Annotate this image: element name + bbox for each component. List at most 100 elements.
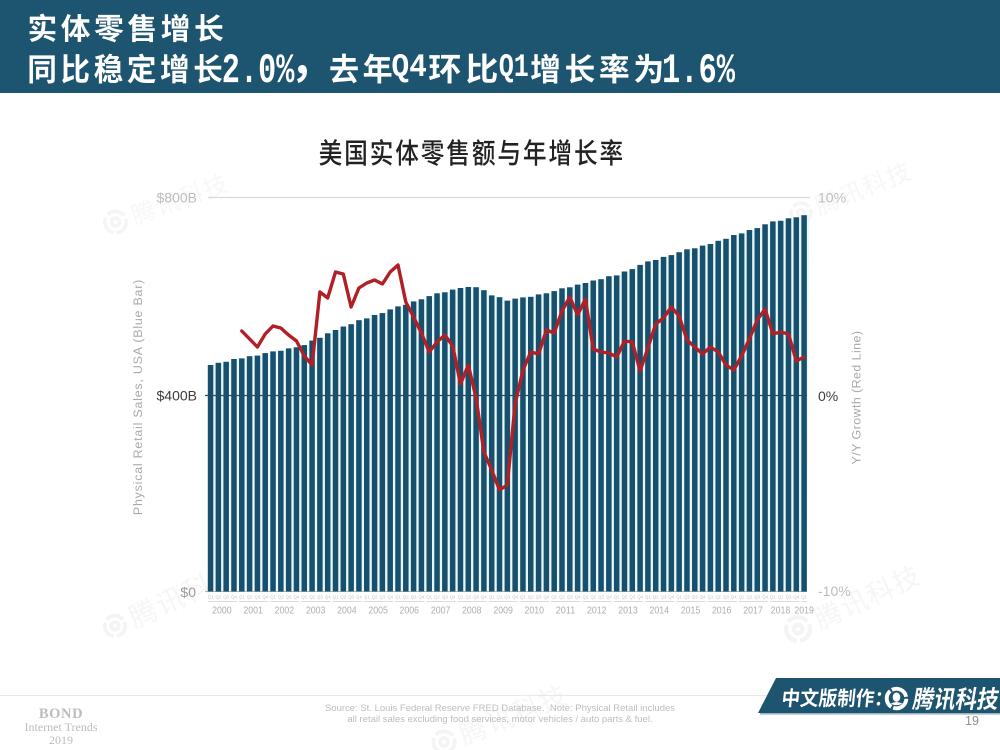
svg-text:Q2: Q2 — [590, 595, 596, 600]
svg-text:Q4: Q4 — [700, 595, 706, 600]
svg-text:2010: 2010 — [525, 606, 545, 617]
svg-text:Q4: Q4 — [325, 595, 331, 600]
svg-text:$400B: $400B — [157, 388, 197, 404]
svg-text:2001: 2001 — [243, 606, 263, 617]
svg-text:2017: 2017 — [743, 606, 763, 617]
svg-text:Q2: Q2 — [747, 595, 753, 600]
svg-text:2011: 2011 — [556, 606, 576, 617]
svg-text:2006: 2006 — [400, 606, 420, 617]
svg-text:Q1: Q1 — [333, 595, 339, 600]
svg-text:Q2: Q2 — [653, 595, 659, 600]
svg-text:Q2: Q2 — [247, 595, 253, 600]
svg-text:Q4: Q4 — [762, 595, 768, 600]
svg-text:Q2: Q2 — [278, 595, 284, 600]
svg-text:Q1: Q1 — [426, 595, 432, 600]
svg-text:2009: 2009 — [493, 606, 513, 617]
svg-text:Q3: Q3 — [536, 595, 542, 600]
svg-text:Q3: Q3 — [286, 595, 292, 600]
svg-text:Q3: Q3 — [411, 595, 417, 600]
svg-text:Q3: Q3 — [661, 595, 667, 600]
svg-text:Q1: Q1 — [395, 595, 401, 600]
svg-text:Q4: Q4 — [481, 595, 487, 600]
svg-text:Q3: Q3 — [786, 595, 792, 600]
svg-text:Q2: Q2 — [216, 595, 222, 600]
svg-text:Y/Y Growth (Red Line): Y/Y Growth (Red Line) — [850, 331, 864, 465]
svg-text:Q1: Q1 — [708, 595, 714, 600]
svg-text:Q2: Q2 — [403, 595, 409, 600]
svg-text:Q1: Q1 — [239, 595, 245, 600]
svg-text:Q4: Q4 — [606, 595, 612, 600]
svg-text:Q3: Q3 — [567, 595, 573, 600]
svg-text:Q3: Q3 — [442, 595, 448, 600]
svg-text:BOND: BOND — [39, 706, 83, 722]
svg-text:2012: 2012 — [587, 606, 607, 617]
svg-text:Q3: Q3 — [598, 595, 604, 600]
svg-text:19: 19 — [965, 714, 979, 728]
svg-text:2002: 2002 — [275, 606, 295, 617]
svg-text:2005: 2005 — [368, 606, 388, 617]
svg-text:Q4: Q4 — [668, 595, 674, 600]
svg-text:Q3: Q3 — [504, 595, 510, 600]
svg-text:Q2: Q2 — [715, 595, 721, 600]
svg-text:Q1: Q1 — [458, 595, 464, 600]
svg-text:2016: 2016 — [712, 606, 732, 617]
svg-text:2018: 2018 — [771, 606, 791, 617]
svg-text:Q1: Q1 — [739, 595, 745, 600]
svg-text:Q2: Q2 — [372, 595, 378, 600]
svg-text:Q1: Q1 — [208, 595, 214, 600]
svg-text:Q3: Q3 — [380, 595, 386, 600]
svg-text:Q1: Q1 — [614, 595, 620, 600]
svg-text:Q4: Q4 — [731, 595, 737, 600]
svg-text:Q4: Q4 — [575, 595, 581, 600]
svg-text:Q2: Q2 — [622, 595, 628, 600]
svg-text:Physical Retail Sales, USA (Bl: Physical Retail Sales, USA (Blue Bar) — [131, 279, 145, 515]
svg-text:Q1: Q1 — [583, 595, 589, 600]
svg-text:2008: 2008 — [462, 606, 482, 617]
svg-text:Q2: Q2 — [559, 595, 565, 600]
svg-text:Q4: Q4 — [512, 595, 518, 600]
svg-text:Q1: Q1 — [645, 595, 651, 600]
svg-text:Q4: Q4 — [419, 595, 425, 600]
svg-text:2014: 2014 — [650, 606, 670, 617]
svg-text:Q1: Q1 — [520, 595, 526, 600]
svg-text:Q1: Q1 — [364, 595, 370, 600]
svg-text:all retail sales excluding foo: all retail sales excluding food services… — [347, 714, 652, 725]
svg-text:Q3: Q3 — [348, 595, 354, 600]
svg-text:Q2: Q2 — [778, 595, 784, 600]
svg-text:Source: St. Louis Federal Rese: Source: St. Louis Federal Reserve FRED D… — [325, 703, 675, 714]
svg-text:Q3: Q3 — [255, 595, 261, 600]
svg-text:Q4: Q4 — [793, 595, 799, 600]
svg-text:2000: 2000 — [212, 606, 232, 617]
svg-text:Q2: Q2 — [309, 595, 315, 600]
svg-text:Q3: Q3 — [223, 595, 229, 600]
svg-text:Q3: Q3 — [317, 595, 323, 600]
svg-text:2013: 2013 — [618, 606, 638, 617]
svg-text:2019: 2019 — [794, 606, 814, 617]
svg-text:Q4: Q4 — [294, 595, 300, 600]
svg-text:Q1: Q1 — [801, 595, 807, 600]
svg-text:Q4: Q4 — [387, 595, 393, 600]
svg-text:Q3: Q3 — [629, 595, 635, 600]
svg-text:Q4: Q4 — [231, 595, 237, 600]
svg-text:Q3: Q3 — [754, 595, 760, 600]
svg-text:Internet Trends: Internet Trends — [25, 720, 98, 734]
svg-text:Q3: Q3 — [692, 595, 698, 600]
svg-text:Q1: Q1 — [270, 595, 276, 600]
svg-text:Q4: Q4 — [262, 595, 268, 600]
svg-text:-10%: -10% — [818, 583, 851, 599]
svg-text:Q2: Q2 — [528, 595, 534, 600]
svg-text:Q2: Q2 — [434, 595, 440, 600]
svg-text:Q4: Q4 — [637, 595, 643, 600]
svg-text:Q2: Q2 — [497, 595, 503, 600]
svg-text:Q1: Q1 — [489, 595, 495, 600]
svg-text:Q3: Q3 — [723, 595, 729, 600]
svg-text:0%: 0% — [818, 388, 838, 404]
svg-text:2003: 2003 — [306, 606, 326, 617]
svg-text:Q2: Q2 — [340, 595, 346, 600]
svg-text:Q1: Q1 — [676, 595, 682, 600]
svg-text:Q1: Q1 — [301, 595, 307, 600]
svg-text:Q1: Q1 — [551, 595, 557, 600]
svg-text:Q4: Q4 — [450, 595, 456, 600]
svg-text:Q4: Q4 — [356, 595, 362, 600]
svg-text:Q3: Q3 — [473, 595, 479, 600]
